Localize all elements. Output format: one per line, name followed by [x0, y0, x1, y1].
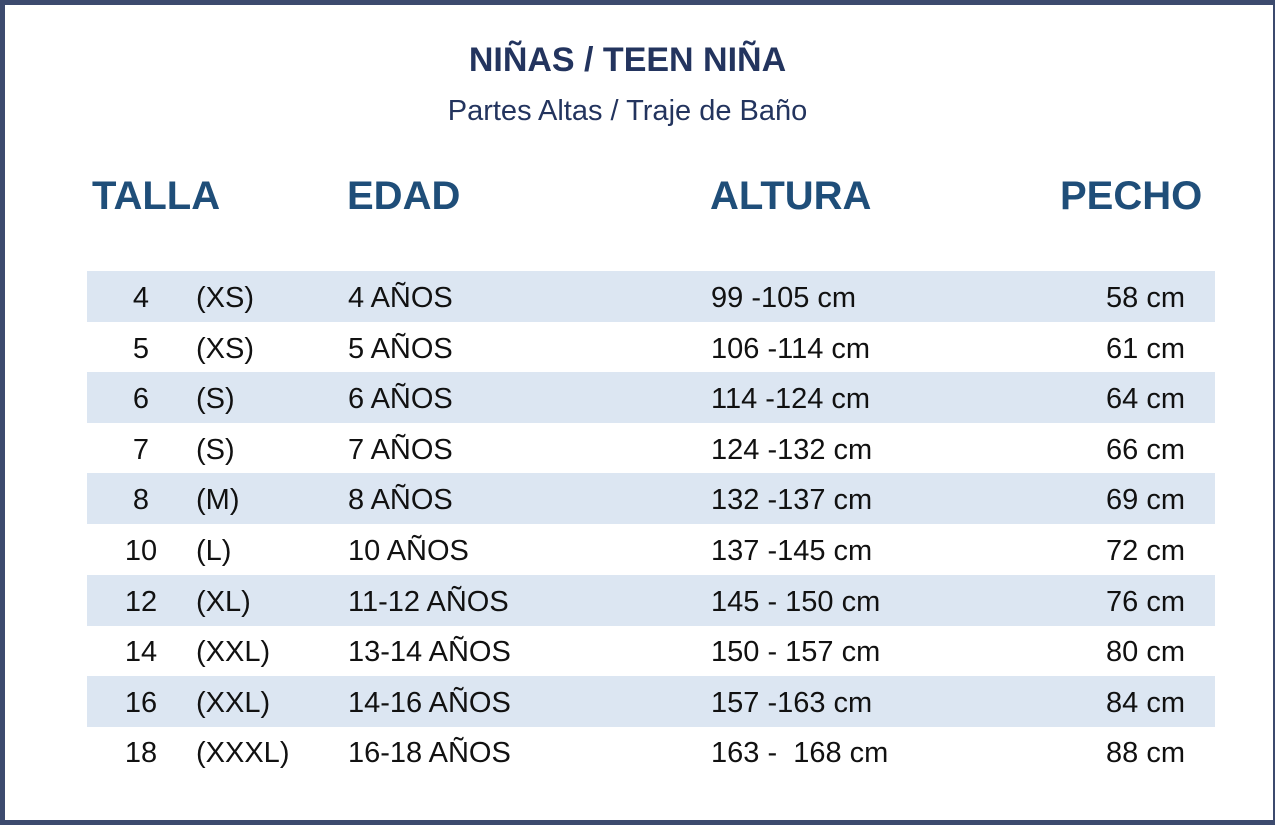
- size-number: 12: [124, 585, 158, 618]
- height: 114 -124 cm: [711, 383, 871, 416]
- chest: 84 cm: [1106, 686, 1185, 719]
- age: 4 AÑOS: [348, 282, 453, 314]
- size-letter: (S): [196, 383, 235, 416]
- column-header: ALTURA: [710, 174, 872, 218]
- row-stripe: [87, 574, 1215, 626]
- height: 150 - 157 cm: [711, 636, 881, 669]
- chest: 58 cm: [1106, 282, 1185, 314]
- chest: 64 cm: [1106, 383, 1185, 416]
- size-number: 8: [132, 484, 150, 517]
- size-letter: (L): [196, 535, 232, 567]
- height: 163 - 168 cm: [711, 737, 889, 770]
- height: 157 -163 cm: [711, 686, 873, 719]
- height: 137 -145 cm: [711, 535, 873, 567]
- size-letter: (S): [196, 433, 235, 466]
- age: 7 AÑOS: [348, 433, 453, 466]
- size-number: 5: [132, 332, 150, 365]
- column-header: PECHO: [1060, 174, 1203, 218]
- title: NIÑAS / TEEN NIÑA: [468, 41, 787, 79]
- height: 99 -105 cm: [711, 282, 857, 314]
- column-header: EDAD: [347, 174, 461, 218]
- age: 14-16 AÑOS: [348, 686, 511, 719]
- size-letter: (XXL): [196, 636, 271, 669]
- size-number: 14: [124, 636, 158, 669]
- chest: 80 cm: [1106, 636, 1185, 669]
- size-number: 7: [132, 433, 150, 466]
- chest: 88 cm: [1106, 737, 1185, 770]
- chest: 72 cm: [1106, 535, 1185, 567]
- size-letter: (XS): [196, 282, 254, 314]
- size-number: 6: [132, 383, 150, 416]
- age: 6 AÑOS: [348, 383, 453, 416]
- chest: 61 cm: [1106, 332, 1185, 365]
- age: 16-18 AÑOS: [348, 737, 511, 770]
- size-number: 16: [124, 686, 158, 719]
- size-letter: (XXXL): [196, 737, 290, 770]
- age: 8 AÑOS: [348, 484, 453, 517]
- age: 11-12 AÑOS: [348, 585, 509, 618]
- row-stripe: [87, 473, 1215, 525]
- row-stripe: [87, 675, 1215, 727]
- height: 132 -137 cm: [711, 484, 873, 517]
- row-stripe: [87, 271, 1215, 322]
- chest: 76 cm: [1106, 585, 1185, 618]
- size-number: 10: [124, 535, 158, 567]
- height: 145 - 150 cm: [711, 585, 881, 618]
- size-number: 4: [132, 282, 150, 314]
- age: 5 AÑOS: [348, 332, 453, 365]
- size-letter: (XXL): [196, 686, 271, 719]
- column-header: TALLA: [92, 174, 221, 218]
- row-stripe: [87, 372, 1215, 424]
- height: 124 -132 cm: [711, 433, 873, 466]
- age: 10 AÑOS: [348, 535, 469, 567]
- size-letter: (XL): [196, 585, 251, 618]
- size-number: 18: [124, 737, 158, 770]
- age: 13-14 AÑOS: [348, 636, 511, 669]
- subtitle: Partes Altas / Traje de Baño: [447, 95, 808, 127]
- chest: 69 cm: [1106, 484, 1185, 517]
- height: 106 -114 cm: [711, 332, 871, 365]
- size-letter: (M): [196, 484, 240, 517]
- chest: 66 cm: [1106, 433, 1185, 466]
- size-letter: (XS): [196, 332, 254, 365]
